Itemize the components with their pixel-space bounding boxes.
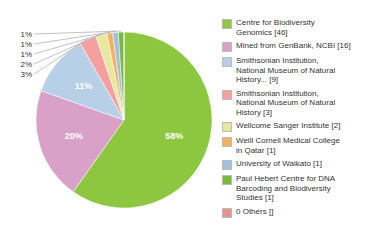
svg-text:3%: 3%: [20, 70, 32, 79]
svg-text:2%: 2%: [20, 60, 32, 69]
html-text:Smithsonian Institution,: Smithsonian Institution,: [236, 88, 319, 98]
svg-text:1%: 1%: [20, 50, 32, 59]
html-text:Genomics [46]: Genomics [46]: [236, 27, 288, 37]
html-text:Mined from GenBank, NCBI [16]: Mined from GenBank, NCBI [16]: [236, 41, 351, 51]
svg-text:11%: 11%: [75, 81, 93, 91]
html-text:Centre for Biodiversity: Centre for Biodiversity: [236, 18, 315, 28]
html-text:Studies [1]: Studies [1]: [236, 193, 274, 203]
html-text:Wellcome Sanger Institute [2]: Wellcome Sanger Institute [2]: [236, 121, 341, 131]
html-text:History [3]: History [3]: [236, 107, 272, 117]
svg-text:20%: 20%: [65, 131, 83, 141]
html-text:in Qatar [1]: in Qatar [1]: [236, 145, 276, 155]
html-text:National Museum of Natural: National Museum of Natural: [236, 98, 336, 108]
html-text:Paul Hebert Centre for DNA: Paul Hebert Centre for DNA: [236, 174, 336, 184]
html-text:Weill Cornell Medical College: Weill Cornell Medical College: [236, 136, 340, 146]
svg-text:1%: 1%: [20, 30, 32, 39]
html-text:Smithsonian Institution,: Smithsonian Institution,: [236, 56, 319, 66]
html-text:History... [9]: History... [9]: [236, 75, 279, 85]
html-text:National Museum of Natural: National Museum of Natural: [236, 65, 336, 75]
svg-text:58%: 58%: [165, 131, 183, 141]
svg-text:1%: 1%: [20, 40, 32, 49]
html-text:Barcoding and Biodiversity: Barcoding and Biodiversity: [236, 183, 331, 193]
html-text:University of Waikato [1]: University of Waikato [1]: [236, 159, 322, 169]
html-text:0 Others []: 0 Others []: [236, 206, 274, 216]
